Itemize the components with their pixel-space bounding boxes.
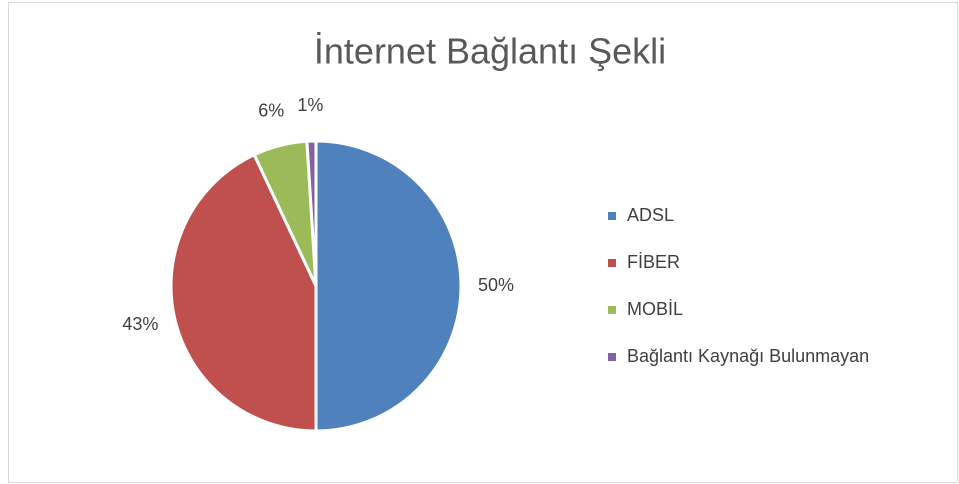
chart-frame <box>8 2 958 483</box>
pie-slice <box>314 139 463 433</box>
legend-swatch <box>608 259 616 267</box>
legend-label: Bağlantı Kaynağı Bulunmayan <box>627 346 869 366</box>
data-label: 1% <box>297 95 323 115</box>
chart-title: İnternet Bağlantı Şekli <box>314 31 666 72</box>
legend-swatch <box>608 353 616 361</box>
legend-label: FİBER <box>627 252 680 272</box>
pie-slice <box>305 139 318 287</box>
legend-swatch <box>608 306 616 314</box>
legend-label: MOBİL <box>627 299 683 319</box>
pie-slice <box>169 152 318 433</box>
data-label: 43% <box>122 314 158 334</box>
data-label: 6% <box>258 100 284 120</box>
legend-label: ADSL <box>627 205 674 225</box>
data-label: 50% <box>478 275 514 295</box>
legend-swatch <box>608 212 616 220</box>
